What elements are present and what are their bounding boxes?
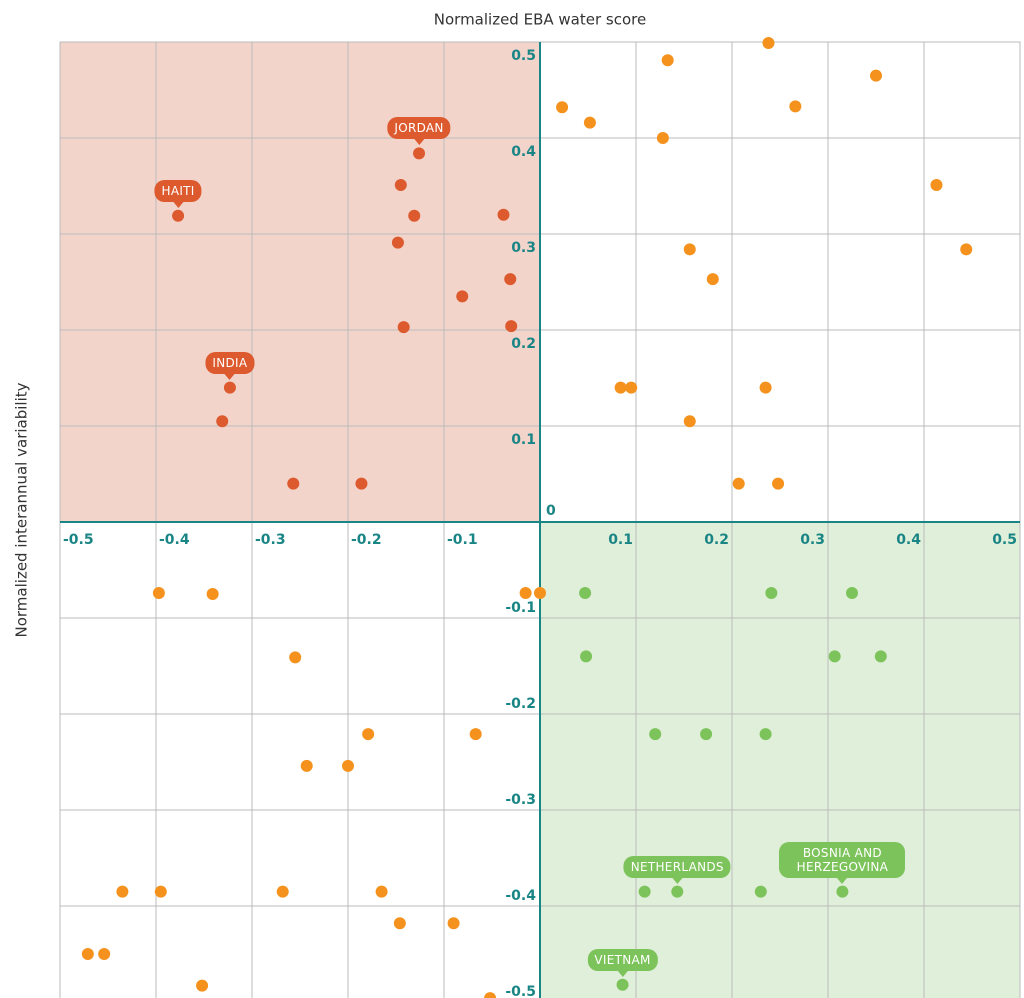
point [661, 54, 674, 67]
point [172, 209, 185, 222]
point [497, 208, 510, 221]
point [638, 885, 651, 898]
point [706, 273, 719, 286]
point [762, 36, 775, 49]
point [152, 587, 165, 600]
y-tick-label: 0.2 [511, 336, 536, 352]
point [342, 759, 354, 772]
point [700, 728, 713, 741]
point [765, 587, 778, 600]
point [375, 885, 388, 898]
point [656, 132, 669, 144]
point [759, 381, 772, 394]
point [408, 209, 421, 222]
y-tick-label: -0.3 [505, 792, 536, 808]
point [754, 885, 767, 898]
point [393, 917, 406, 930]
point [534, 587, 546, 600]
x-tick-label: 0.1 [608, 532, 633, 548]
x-tick-label: 0.4 [896, 532, 921, 548]
point [616, 978, 629, 991]
point [519, 587, 532, 600]
y-tick-label: 0.5 [511, 48, 536, 64]
quadrant-bg [540, 522, 1020, 998]
point-label: BOSNIA AND HERZEGOVINA [779, 841, 906, 884]
point [223, 381, 236, 394]
point [154, 885, 167, 898]
point [836, 885, 849, 898]
point [580, 650, 593, 663]
point [98, 948, 111, 960]
point [870, 69, 882, 82]
y-tick-label: -0.4 [505, 888, 536, 904]
point [447, 917, 460, 930]
point [759, 728, 772, 741]
point [683, 243, 696, 256]
point [874, 650, 887, 663]
point [391, 236, 404, 249]
point-label: HAITI [154, 179, 202, 208]
y-tick-label: 0.1 [511, 432, 536, 448]
x-tick-label: -0.1 [447, 532, 478, 548]
point-label: INDIA [205, 351, 255, 380]
point [394, 179, 407, 192]
point [116, 885, 129, 898]
x-tick-label: 0.3 [800, 532, 825, 548]
point [625, 381, 638, 394]
x-tick-label: 0 [546, 503, 556, 519]
point [505, 320, 518, 333]
point [469, 728, 482, 741]
point [504, 273, 517, 286]
point [413, 147, 426, 160]
point [614, 381, 627, 394]
point [289, 651, 302, 664]
point [484, 992, 497, 998]
point [960, 243, 973, 256]
point [828, 650, 841, 663]
point [671, 885, 684, 898]
point [206, 588, 219, 600]
point-label: NETHERLANDS [623, 855, 731, 884]
y-tick-label: 0.3 [511, 240, 536, 256]
y-tick-label: -0.2 [505, 696, 536, 712]
point [276, 885, 289, 898]
quadrant-bg [60, 42, 540, 522]
point-label: JORDAN [387, 117, 451, 146]
y-axis-label: Normalized interannual variability [13, 382, 31, 637]
point [772, 477, 785, 490]
chart-title: Normalized EBA water score [434, 11, 646, 29]
point [300, 759, 313, 772]
x-tick-label: -0.4 [159, 532, 190, 548]
point [397, 321, 410, 334]
point [789, 100, 802, 113]
point [456, 290, 469, 303]
y-tick-label: -0.1 [505, 600, 536, 616]
y-tick-label: -0.5 [505, 984, 536, 998]
point-label: VIETNAM [587, 948, 658, 977]
x-tick-label: -0.5 [63, 532, 94, 548]
x-tick-label: -0.2 [351, 532, 382, 548]
y-tick-label: 0.4 [511, 144, 536, 160]
point [355, 477, 368, 490]
point [216, 415, 229, 428]
point [732, 477, 745, 490]
point [930, 179, 943, 192]
point [846, 587, 858, 600]
point [583, 116, 596, 129]
point [362, 728, 375, 741]
x-tick-label: 0.5 [992, 532, 1017, 548]
point [81, 948, 94, 960]
point [579, 587, 592, 600]
x-tick-label: -0.3 [255, 532, 286, 548]
point [683, 415, 696, 428]
point [556, 101, 569, 114]
point [649, 728, 662, 741]
x-tick-label: 0.2 [704, 532, 729, 548]
point [287, 477, 300, 490]
point [196, 979, 209, 992]
